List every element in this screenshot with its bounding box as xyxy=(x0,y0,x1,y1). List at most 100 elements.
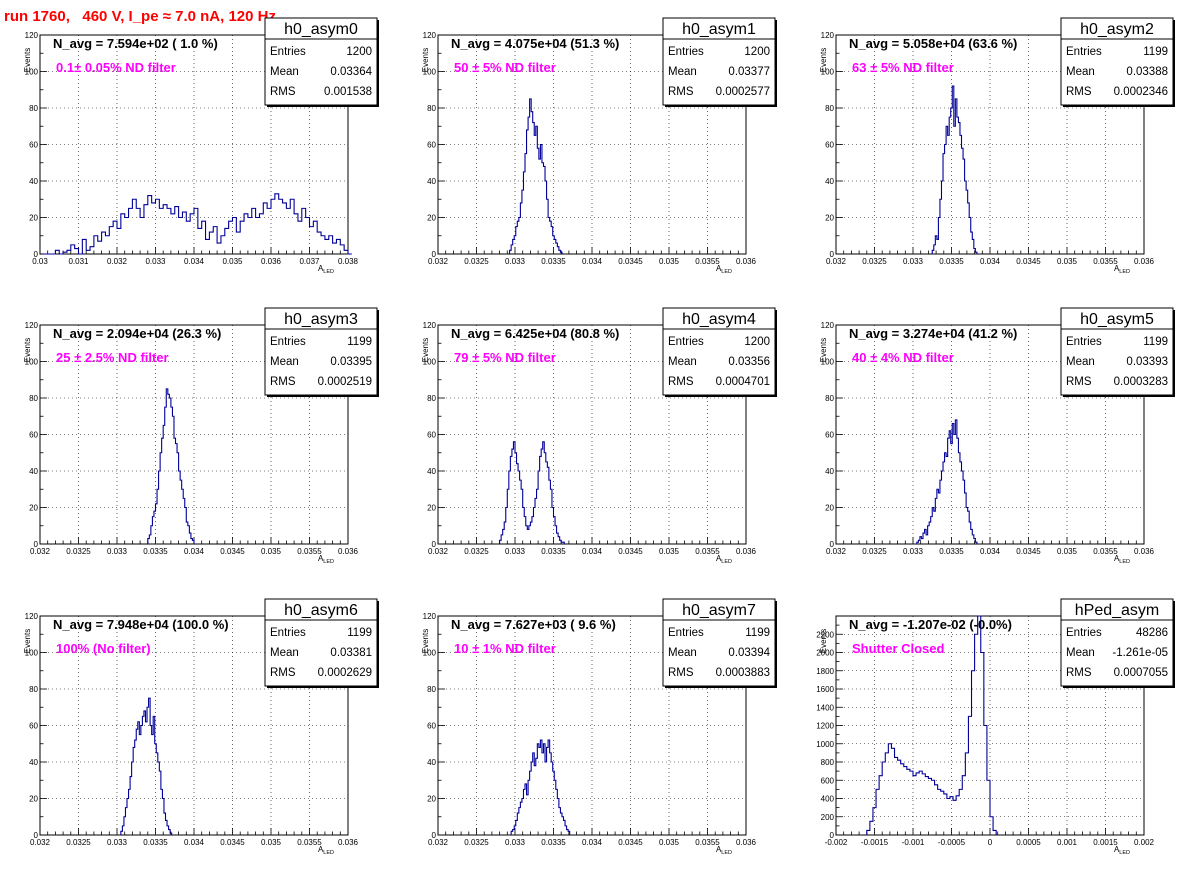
stats-key: RMS xyxy=(270,667,296,679)
stats-value: 1199 xyxy=(347,336,372,348)
y-tick-label: 20 xyxy=(427,504,436,513)
x-tick-label: 0.036 xyxy=(338,838,359,847)
stats-box xyxy=(662,17,776,106)
stats-value: 1199 xyxy=(1143,46,1168,58)
n-avg-label: N_avg = 3.274e+04 (41.2 %) xyxy=(849,326,1017,341)
y-tick-label: 60 xyxy=(825,431,834,440)
stats-title: h0_asym2 xyxy=(1080,21,1154,38)
stats-box xyxy=(662,307,776,396)
x-tick-label: -0.001 xyxy=(902,838,925,847)
y-tick-label: 1600 xyxy=(816,685,834,694)
x-tick-label: 0.035 xyxy=(1057,257,1078,266)
y-tick-label: 80 xyxy=(825,394,834,403)
x-tick-label: 0.031 xyxy=(68,257,89,266)
y-tick-label: 80 xyxy=(427,104,436,113)
y-tick-label: 40 xyxy=(29,758,38,767)
stats-value: 1200 xyxy=(346,46,372,58)
x-tick-label: 0.0325 xyxy=(862,257,887,266)
stats-value: 1200 xyxy=(744,46,770,58)
stats-value: 0.03356 xyxy=(728,356,770,368)
y-axis-title: Events xyxy=(23,338,32,362)
histogram-panel-h0_asym7: 0.032 0.0325 0.033 0.0335 0.034 0.0345 0.035 0.… xyxy=(421,598,777,856)
stats-box xyxy=(264,598,378,687)
x-tick-label: -0.0015 xyxy=(861,838,889,847)
y-tick-label: 100 xyxy=(821,358,835,367)
stats-value: 0.0002519 xyxy=(318,376,372,388)
x-tick-label: 0.0335 xyxy=(939,547,964,556)
x-tick-label: -0.0005 xyxy=(938,838,966,847)
stats-box xyxy=(1060,598,1174,687)
stats-key: RMS xyxy=(1066,667,1092,679)
y-tick-label: 80 xyxy=(825,104,834,113)
x-axis-title: ALED xyxy=(318,554,334,565)
x-tick-label: 0.0355 xyxy=(695,257,720,266)
x-tick-label: 0.032 xyxy=(428,257,449,266)
n-avg-label: N_avg = 5.058e+04 (63.6 %) xyxy=(849,36,1017,51)
x-axis-title: ALED xyxy=(1114,554,1130,565)
stats-title: h0_asym7 xyxy=(682,602,756,619)
stats-key: RMS xyxy=(668,376,694,388)
stats-title: hPed_asym xyxy=(1075,602,1160,619)
stats-key: Mean xyxy=(1066,66,1095,78)
y-axis-title: Events xyxy=(819,48,828,72)
n-avg-label: N_avg = 6.425e+04 (80.8 %) xyxy=(451,326,619,341)
y-axis-title: Events xyxy=(421,338,430,362)
y-tick-label: 80 xyxy=(29,104,38,113)
x-tick-label: 0.0325 xyxy=(66,547,91,556)
histogram-line xyxy=(931,85,978,254)
stats-value: 0.03393 xyxy=(1126,356,1168,368)
x-tick-label: 0.0335 xyxy=(143,838,168,847)
y-tick-label: 800 xyxy=(821,758,835,767)
histogram-line xyxy=(916,419,978,544)
y-tick-label: 120 xyxy=(25,31,39,40)
x-tick-label: 0.03 xyxy=(32,257,48,266)
histogram-panel-h0_asym6: 0.032 0.0325 0.033 0.0335 0.034 0.0345 0.035 0.… xyxy=(23,598,379,856)
x-tick-label: 0.034 xyxy=(582,838,603,847)
x-tick-label: 0.0325 xyxy=(862,547,887,556)
x-tick-label: 0.0005 xyxy=(1016,838,1041,847)
y-tick-label: 120 xyxy=(821,31,835,40)
histogram-line xyxy=(510,739,571,835)
x-tick-label: 0.035 xyxy=(222,257,243,266)
histogram-panel-h0_asym5: 0.032 0.0325 0.033 0.0335 0.034 0.0345 0.035 0.… xyxy=(819,307,1175,565)
x-tick-label: 0.032 xyxy=(826,257,847,266)
histogram-panel-hPed_asym: -0.002 -0.0015 -0.001 -0.0005 0 0.0005 0.001 0.… xyxy=(816,598,1175,856)
histogram-line xyxy=(866,615,997,835)
x-axis-subscript: LED xyxy=(323,850,334,856)
y-tick-label: 60 xyxy=(825,141,834,150)
stats-key: Mean xyxy=(668,356,697,368)
y-tick-label: 120 xyxy=(423,321,437,330)
x-axis-title: ALED xyxy=(318,845,334,856)
stats-value: 1200 xyxy=(744,336,770,348)
stats-value: 48286 xyxy=(1136,627,1168,639)
y-tick-label: 20 xyxy=(825,504,834,513)
y-tick-label: 20 xyxy=(29,504,38,513)
y-tick-label: 200 xyxy=(821,813,835,822)
x-axis-subscript: LED xyxy=(1119,559,1130,565)
filter-annotation: 0.1± 0.05% ND filter xyxy=(56,60,176,75)
filter-annotation: 25 ± 2.5% ND filter xyxy=(56,350,169,365)
y-tick-label: 1800 xyxy=(816,667,834,676)
filter-annotation: 40 ± 4% ND filter xyxy=(852,350,954,365)
x-tick-label: 0.036 xyxy=(338,547,359,556)
x-tick-label: 0.0335 xyxy=(541,257,566,266)
y-tick-label: 100 xyxy=(25,358,39,367)
x-tick-label: 0.034 xyxy=(184,547,205,556)
y-tick-label: 2000 xyxy=(816,649,834,658)
y-tick-label: 0 xyxy=(830,831,835,840)
y-tick-label: 80 xyxy=(29,394,38,403)
stats-value: 0.0002629 xyxy=(318,667,372,679)
x-tick-label: 0.002 xyxy=(1134,838,1155,847)
n-avg-label: N_avg = -1.207e-02 (-0.0%) xyxy=(849,617,1012,632)
stats-value: 1199 xyxy=(1143,336,1168,348)
y-tick-label: 120 xyxy=(423,31,437,40)
stats-key: RMS xyxy=(270,86,296,98)
n-avg-label: N_avg = 7.948e+04 (100.0 %) xyxy=(53,617,229,632)
x-tick-label: 0.0345 xyxy=(618,257,643,266)
stats-value: 1199 xyxy=(347,627,372,639)
y-tick-label: 20 xyxy=(427,214,436,223)
stats-box xyxy=(662,598,776,687)
stats-key: Entries xyxy=(668,46,704,58)
stats-value: 0.03388 xyxy=(1126,66,1168,78)
